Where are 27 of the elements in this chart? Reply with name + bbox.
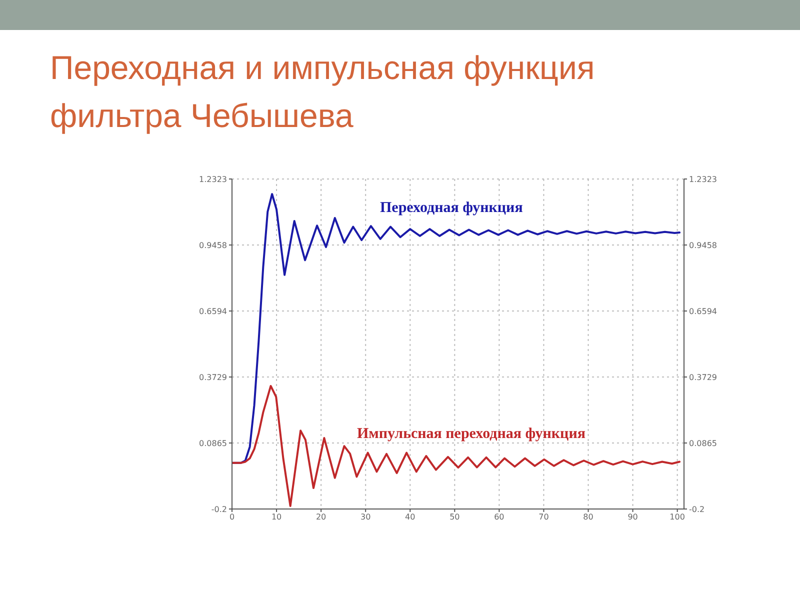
x-tick-label: 60 — [494, 512, 504, 522]
y-tick-label: 0.3729 — [199, 372, 227, 382]
y2-tick-label: 1.2323 — [689, 174, 717, 184]
x-tick-label: 0 — [229, 512, 235, 522]
x-tick-label: 80 — [583, 512, 594, 522]
x-tick-label: 20 — [316, 512, 326, 522]
y2-tick-label: -0.2 — [689, 504, 705, 514]
y-tick-label: 1.2323 — [199, 174, 227, 184]
y2-tick-label: 0.6594 — [689, 306, 717, 316]
x-tick-label: 40 — [405, 512, 416, 522]
x-tick-label: 10 — [271, 512, 282, 522]
y-tick-label: 0.9458 — [199, 240, 227, 250]
series-label: Переходная функция — [380, 200, 523, 217]
chart-title: Переходная и импульсная функция фильтра Чебышева — [50, 48, 596, 136]
line-series — [232, 384, 681, 508]
series-label: Импульсная переходная функция — [357, 426, 586, 443]
x-tick-label: 70 — [538, 512, 549, 522]
y-tick-label: 0.0865 — [199, 438, 227, 448]
y2-tick-label: 0.3729 — [689, 372, 717, 382]
x-tick-label: 50 — [450, 512, 460, 522]
x-tick-label: 100 — [670, 512, 685, 522]
y2-tick-label: 0.9458 — [689, 240, 717, 250]
y2-tick-label: 0.0865 — [689, 438, 717, 448]
x-tick-label: 30 — [360, 512, 371, 522]
x-tick-label: 90 — [628, 512, 638, 522]
y-tick-label: -0.2 — [211, 504, 227, 514]
y-tick-label: 0.6594 — [199, 306, 227, 316]
